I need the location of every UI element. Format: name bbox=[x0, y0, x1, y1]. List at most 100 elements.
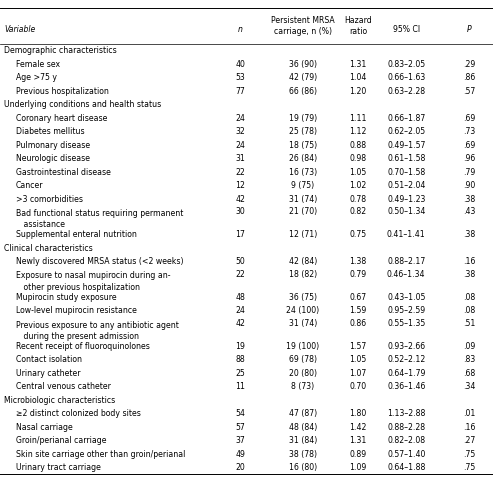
Text: Demographic characteristics: Demographic characteristics bbox=[4, 46, 117, 55]
Text: Pulmonary disease: Pulmonary disease bbox=[16, 141, 90, 150]
Text: .57: .57 bbox=[463, 87, 475, 96]
Text: 95% CI: 95% CI bbox=[392, 25, 420, 34]
Text: Nasal carriage: Nasal carriage bbox=[16, 423, 72, 432]
Text: 1.31: 1.31 bbox=[349, 436, 367, 445]
Text: Persistent MRSA
carriage, n (%): Persistent MRSA carriage, n (%) bbox=[271, 16, 335, 36]
Text: 0.51–2.04: 0.51–2.04 bbox=[387, 181, 425, 190]
Text: .69: .69 bbox=[463, 114, 475, 123]
Text: P: P bbox=[467, 25, 472, 34]
Text: 1.80: 1.80 bbox=[350, 409, 366, 418]
Text: .51: .51 bbox=[463, 319, 476, 328]
Text: 19 (100): 19 (100) bbox=[286, 342, 319, 351]
Text: 0.67: 0.67 bbox=[350, 293, 366, 302]
Text: .27: .27 bbox=[463, 436, 475, 445]
Text: 12 (71): 12 (71) bbox=[288, 230, 317, 239]
Text: 12: 12 bbox=[235, 181, 245, 190]
Text: 0.78: 0.78 bbox=[350, 195, 366, 204]
Text: 0.70: 0.70 bbox=[350, 382, 366, 391]
Text: Previous hospitalization: Previous hospitalization bbox=[16, 87, 109, 96]
Text: .75: .75 bbox=[463, 463, 475, 472]
Text: 1.02: 1.02 bbox=[350, 181, 366, 190]
Text: Newly discovered MRSA status (<2 weeks): Newly discovered MRSA status (<2 weeks) bbox=[16, 257, 183, 266]
Text: 0.82–2.08: 0.82–2.08 bbox=[387, 436, 425, 445]
Text: 0.82: 0.82 bbox=[350, 207, 366, 217]
Text: 0.66–1.87: 0.66–1.87 bbox=[387, 114, 425, 123]
Text: 0.88–2.17: 0.88–2.17 bbox=[387, 257, 425, 266]
Text: 26 (84): 26 (84) bbox=[288, 154, 317, 163]
Text: 0.95–2.59: 0.95–2.59 bbox=[387, 306, 425, 315]
Text: 24 (100): 24 (100) bbox=[286, 306, 319, 315]
Text: 0.75: 0.75 bbox=[350, 230, 366, 239]
Text: 1.04: 1.04 bbox=[349, 73, 367, 82]
Text: 42: 42 bbox=[235, 319, 245, 328]
Text: 1.38: 1.38 bbox=[350, 257, 366, 266]
Text: 48 (84): 48 (84) bbox=[288, 423, 317, 432]
Text: 1.59: 1.59 bbox=[350, 306, 366, 315]
Text: 16 (80): 16 (80) bbox=[288, 463, 317, 472]
Text: .08: .08 bbox=[463, 293, 475, 302]
Text: 50: 50 bbox=[235, 257, 245, 266]
Text: 0.46–1.34: 0.46–1.34 bbox=[387, 270, 425, 279]
Text: .16: .16 bbox=[463, 423, 476, 432]
Text: Microbiologic characteristics: Microbiologic characteristics bbox=[4, 396, 115, 405]
Text: 1.42: 1.42 bbox=[349, 423, 367, 432]
Text: .69: .69 bbox=[463, 141, 475, 150]
Text: 19: 19 bbox=[235, 342, 245, 351]
Text: Coronary heart disease: Coronary heart disease bbox=[16, 114, 107, 123]
Text: 0.61–1.58: 0.61–1.58 bbox=[387, 154, 425, 163]
Text: 32: 32 bbox=[235, 127, 245, 136]
Text: 18 (75): 18 (75) bbox=[288, 141, 317, 150]
Text: 57: 57 bbox=[235, 423, 245, 432]
Text: 30: 30 bbox=[235, 207, 245, 217]
Text: 0.50–1.34: 0.50–1.34 bbox=[387, 207, 425, 217]
Text: Urinary catheter: Urinary catheter bbox=[16, 369, 80, 378]
Text: 0.49–1.57: 0.49–1.57 bbox=[387, 141, 425, 150]
Text: Low-level mupirocin resistance: Low-level mupirocin resistance bbox=[16, 306, 137, 315]
Text: .16: .16 bbox=[463, 257, 476, 266]
Text: Bad functional status requiring permanent
   assistance: Bad functional status requiring permanen… bbox=[16, 209, 183, 229]
Text: 0.98: 0.98 bbox=[350, 154, 366, 163]
Text: 24: 24 bbox=[235, 306, 245, 315]
Text: .90: .90 bbox=[463, 181, 475, 190]
Text: 1.20: 1.20 bbox=[350, 87, 366, 96]
Text: 53: 53 bbox=[235, 73, 245, 82]
Text: 1.13–2.88: 1.13–2.88 bbox=[387, 409, 425, 418]
Text: 0.62–2.05: 0.62–2.05 bbox=[387, 127, 425, 136]
Text: 36 (90): 36 (90) bbox=[289, 60, 317, 69]
Text: Diabetes mellitus: Diabetes mellitus bbox=[16, 127, 85, 136]
Text: 0.86: 0.86 bbox=[350, 319, 366, 328]
Text: 1.09: 1.09 bbox=[350, 463, 366, 472]
Text: 0.41–1.41: 0.41–1.41 bbox=[387, 230, 425, 239]
Text: 20: 20 bbox=[235, 463, 245, 472]
Text: .96: .96 bbox=[463, 154, 475, 163]
Text: 42: 42 bbox=[235, 195, 245, 204]
Text: .43: .43 bbox=[463, 207, 476, 217]
Text: Recent receipt of fluoroquinolones: Recent receipt of fluoroquinolones bbox=[16, 342, 150, 351]
Text: 0.93–2.66: 0.93–2.66 bbox=[387, 342, 425, 351]
Text: 47 (87): 47 (87) bbox=[288, 409, 317, 418]
Text: ≥2 distinct colonized body sites: ≥2 distinct colonized body sites bbox=[16, 409, 141, 418]
Text: 0.64–1.88: 0.64–1.88 bbox=[387, 463, 425, 472]
Text: Exposure to nasal mupirocin during an-
   other previous hospitalization: Exposure to nasal mupirocin during an- o… bbox=[16, 271, 171, 292]
Text: 49: 49 bbox=[235, 450, 245, 459]
Text: 0.89: 0.89 bbox=[350, 450, 366, 459]
Text: 48: 48 bbox=[235, 293, 245, 302]
Text: 17: 17 bbox=[235, 230, 245, 239]
Text: 31 (74): 31 (74) bbox=[288, 319, 317, 328]
Text: Groin/perianal carriage: Groin/perianal carriage bbox=[16, 436, 106, 445]
Text: Age >75 y: Age >75 y bbox=[16, 73, 57, 82]
Text: Contact isolation: Contact isolation bbox=[16, 355, 82, 364]
Text: .75: .75 bbox=[463, 450, 475, 459]
Text: 1.05: 1.05 bbox=[350, 355, 366, 364]
Text: 0.83–2.05: 0.83–2.05 bbox=[387, 60, 425, 69]
Text: 0.63–2.28: 0.63–2.28 bbox=[387, 87, 425, 96]
Text: 36 (75): 36 (75) bbox=[289, 293, 317, 302]
Text: 0.88–2.28: 0.88–2.28 bbox=[387, 423, 425, 432]
Text: 0.79: 0.79 bbox=[350, 270, 366, 279]
Text: 21 (70): 21 (70) bbox=[288, 207, 317, 217]
Text: Skin site carriage other than groin/perianal: Skin site carriage other than groin/peri… bbox=[16, 450, 185, 459]
Text: .08: .08 bbox=[463, 306, 475, 315]
Text: 1.12: 1.12 bbox=[349, 127, 367, 136]
Text: 22: 22 bbox=[235, 270, 245, 279]
Text: .29: .29 bbox=[463, 60, 475, 69]
